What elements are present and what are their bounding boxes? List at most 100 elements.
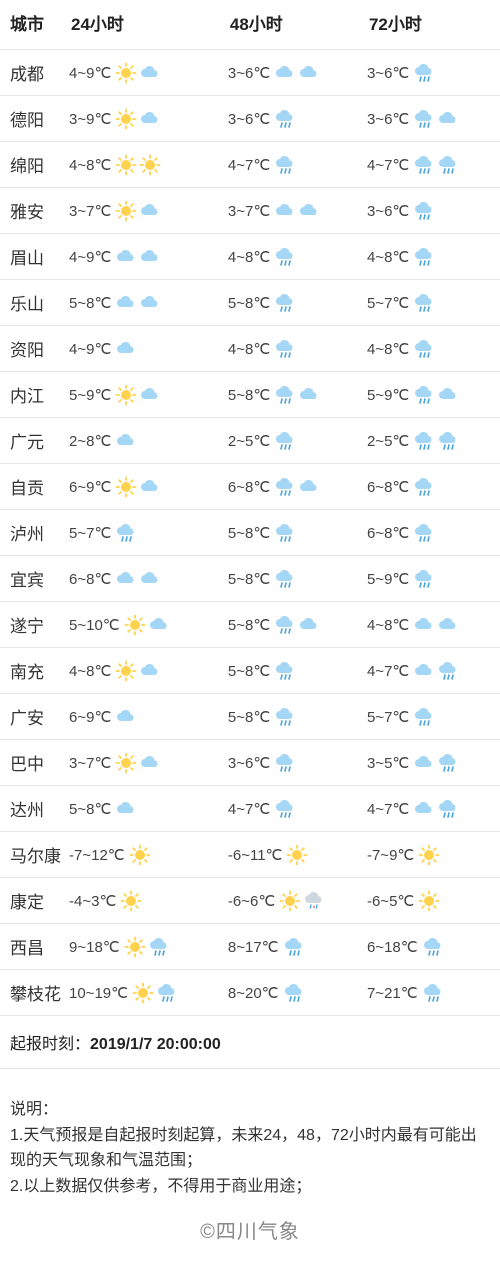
rain-icon <box>413 62 435 84</box>
sun-icon <box>115 108 137 130</box>
forecast-cell: 3~7℃ <box>65 740 224 786</box>
rain-icon <box>413 706 435 728</box>
temp-value: 5~8℃ <box>228 708 270 726</box>
table-row: 绵阳 4~8℃ 4~7℃ 4~7℃ <box>0 142 500 188</box>
desc-line-2: 2.以上数据仅供参考，不得用于商业用途； <box>10 1174 490 1200</box>
temp-value: 3~6℃ <box>228 64 270 82</box>
forecast-cell: 2~5℃ <box>363 418 500 464</box>
forecast-cell: 3~6℃ <box>363 96 500 142</box>
forecast-cell: 3~6℃ <box>224 50 363 96</box>
city-name: 攀枝花 <box>0 970 65 1016</box>
copyright: ©四川气象 <box>0 1209 500 1252</box>
cloud-icon <box>413 752 435 774</box>
city-name: 西昌 <box>0 924 65 970</box>
temp-value: 5~7℃ <box>69 524 111 542</box>
rain-icon <box>413 154 435 176</box>
forecast-cell: 4~8℃ <box>363 326 500 372</box>
table-row: 成都 4~9℃ 3~6℃ 3~6℃ <box>0 50 500 96</box>
rain-icon <box>413 430 435 452</box>
temp-value: 5~8℃ <box>228 386 270 404</box>
forecast-cell: 8~20℃ <box>224 970 363 1016</box>
forecast-cell: 5~8℃ <box>224 280 363 326</box>
rain-icon <box>422 982 444 1004</box>
temp-value: 4~9℃ <box>69 340 111 358</box>
forecast-cell: 4~8℃ <box>65 648 224 694</box>
rain-icon <box>274 154 296 176</box>
forecast-cell: 5~7℃ <box>363 280 500 326</box>
rain-icon <box>274 384 296 406</box>
temp-value: 3~6℃ <box>228 110 270 128</box>
forecast-cell: 7~21℃ <box>363 970 500 1016</box>
temp-value: 4~7℃ <box>228 156 270 174</box>
rain-icon <box>413 384 435 406</box>
forecast-cell: 6~8℃ <box>65 556 224 602</box>
table-row: 康定 -4~3℃ -6~6℃ -6~5℃ <box>0 878 500 924</box>
rain-icon <box>283 982 305 1004</box>
city-name: 眉山 <box>0 234 65 280</box>
cloud-icon <box>115 338 137 360</box>
rain-icon <box>437 154 459 176</box>
city-name: 巴中 <box>0 740 65 786</box>
temp-value: -7~9℃ <box>367 846 414 864</box>
forecast-cell: 5~9℃ <box>65 372 224 418</box>
forecast-cell: 2~8℃ <box>65 418 224 464</box>
forecast-cell: 8~17℃ <box>224 924 363 970</box>
rain-icon <box>274 706 296 728</box>
city-name: 资阳 <box>0 326 65 372</box>
temp-value: 4~9℃ <box>69 64 111 82</box>
rain-icon <box>413 108 435 130</box>
table-row: 自贡 6~9℃ 6~8℃ 6~8℃ <box>0 464 500 510</box>
temp-value: 4~8℃ <box>367 340 409 358</box>
sun-icon <box>115 476 137 498</box>
cloud-icon <box>274 62 296 84</box>
cloud-icon <box>115 706 137 728</box>
sun-icon <box>115 752 137 774</box>
rain-icon <box>274 568 296 590</box>
sun-icon <box>115 62 137 84</box>
forecast-cell: 6~8℃ <box>224 464 363 510</box>
rain-icon <box>274 522 296 544</box>
description-block: 说明： 1.天气预报是自起报时刻起算，未来24，48，72小时内最有可能出现的天… <box>0 1068 500 1209</box>
rain-icon <box>422 936 444 958</box>
rain-icon <box>274 752 296 774</box>
rain-icon <box>437 660 459 682</box>
temp-value: 9~18℃ <box>69 938 120 956</box>
cloud-icon <box>437 108 459 130</box>
rain-icon <box>274 246 296 268</box>
forecast-cell: -4~3℃ <box>65 878 224 924</box>
city-name: 内江 <box>0 372 65 418</box>
table-row: 西昌 9~18℃ 8~17℃ 6~18℃ <box>0 924 500 970</box>
rain-icon <box>283 936 305 958</box>
table-row: 达州 5~8℃ 4~7℃ 4~7℃ <box>0 786 500 832</box>
rain-icon <box>115 522 137 544</box>
forecast-cell: 3~5℃ <box>363 740 500 786</box>
temp-value: 5~8℃ <box>228 294 270 312</box>
table-row: 内江 5~9℃ 5~8℃ 5~9℃ <box>0 372 500 418</box>
forecast-cell: 4~8℃ <box>363 602 500 648</box>
temp-value: 8~17℃ <box>228 938 279 956</box>
forecast-cell: 6~9℃ <box>65 694 224 740</box>
temp-value: 6~9℃ <box>69 708 111 726</box>
forecast-cell: 5~8℃ <box>224 510 363 556</box>
city-name: 广安 <box>0 694 65 740</box>
sleet-icon <box>303 890 325 912</box>
temp-value: 2~8℃ <box>69 432 111 450</box>
temp-value: 3~7℃ <box>228 202 270 220</box>
forecast-cell: 3~9℃ <box>65 96 224 142</box>
rain-icon <box>413 200 435 222</box>
forecast-cell: 4~8℃ <box>65 142 224 188</box>
sun-icon <box>418 844 440 866</box>
cloud-icon <box>437 614 459 636</box>
rain-icon <box>274 430 296 452</box>
temp-value: 5~10℃ <box>69 616 120 634</box>
rain-icon <box>413 476 435 498</box>
temp-value: 3~6℃ <box>367 64 409 82</box>
temp-value: 4~8℃ <box>367 616 409 634</box>
rain-icon <box>274 798 296 820</box>
table-row: 广元 2~8℃ 2~5℃ 2~5℃ <box>0 418 500 464</box>
cloud-icon <box>413 660 435 682</box>
temp-value: -6~11℃ <box>228 846 283 864</box>
temp-value: 3~6℃ <box>228 754 270 772</box>
forecast-cell: 5~10℃ <box>65 602 224 648</box>
rain-icon <box>274 660 296 682</box>
